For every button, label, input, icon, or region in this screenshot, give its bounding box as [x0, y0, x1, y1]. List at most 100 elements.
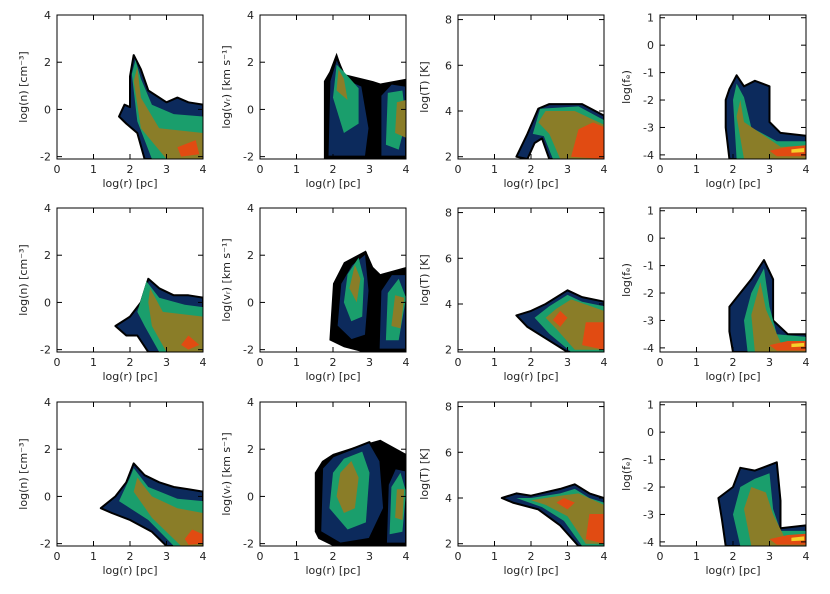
- y-tick-label: 8: [445, 14, 452, 27]
- density-field: [500, 483, 604, 546]
- x-tick-label: 4: [200, 550, 207, 563]
- x-tick-label: 2: [730, 356, 737, 369]
- y-tick-label: 8: [445, 401, 452, 414]
- density-field: [515, 103, 604, 159]
- density-field: [329, 250, 406, 352]
- y-tick-label: 4: [445, 298, 452, 311]
- density-field: [99, 462, 203, 546]
- density-field: [114, 277, 203, 352]
- y-tick-label: 6: [445, 252, 452, 265]
- y-tick-label: 6: [445, 59, 452, 72]
- y-tick-label: 4: [247, 202, 254, 215]
- density-contour-olive: [395, 489, 405, 520]
- density-contour-olive: [391, 295, 405, 329]
- x-tick-label: 4: [200, 356, 207, 369]
- y-tick-label: 0: [247, 490, 254, 503]
- panel-r1c3: 0 1 2 3 4 2 4 6 8 log(r) [pc] log(T) [K]: [418, 14, 608, 190]
- y-tick-label: -2: [243, 151, 254, 164]
- y-tick-label: -3: [643, 508, 654, 521]
- y-tick-label: 0: [647, 426, 654, 439]
- x-tick-label: 3: [766, 356, 773, 369]
- density-contour-olive: [395, 100, 406, 138]
- x-tick-label: 3: [163, 356, 170, 369]
- x-tick-label: 1: [90, 356, 97, 369]
- y-tick-label: 4: [44, 202, 51, 215]
- y-tick-label: 0: [44, 103, 51, 116]
- y-tick-label: -1: [643, 67, 654, 80]
- y-tick-label: -2: [643, 481, 654, 494]
- x-tick-label: 0: [257, 163, 264, 176]
- x-tick-label: 1: [293, 550, 300, 563]
- y-tick-label: 0: [44, 490, 51, 503]
- x-tick-label: 4: [403, 356, 410, 369]
- y-tick-label: 0: [247, 103, 254, 116]
- y-tick-label: 2: [247, 56, 254, 69]
- density-contour-olive: [336, 461, 359, 513]
- y-tick-label: 2: [247, 249, 254, 262]
- y-axis-label: log(fₑ): [620, 457, 633, 491]
- y-tick-label: 0: [647, 39, 654, 52]
- density-contour-orange: [181, 335, 200, 350]
- x-tick-label: 2: [330, 550, 337, 563]
- y-axis-label: log(n) [cm⁻³]: [17, 244, 30, 315]
- x-tick-label: 4: [403, 550, 410, 563]
- y-tick-label: -1: [643, 454, 654, 467]
- x-tick-label: 0: [54, 550, 61, 563]
- y-axis-label: log(vᵣ) [km s⁻¹]: [220, 238, 233, 321]
- x-tick-label: 3: [366, 550, 373, 563]
- x-tick-label: 3: [564, 356, 571, 369]
- x-tick-label: 0: [455, 163, 462, 176]
- x-tick-label: 4: [803, 163, 810, 176]
- panel-r2c3: 0 1 2 3 4 2 4 6 8 log(r) [pc] log(T) [K]: [418, 207, 608, 383]
- x-tick-label: 3: [163, 550, 170, 563]
- y-tick-label: -3: [643, 314, 654, 327]
- y-axis-label: log(vᵣ) [km s⁻¹]: [220, 45, 233, 128]
- y-tick-label: -2: [40, 344, 51, 357]
- x-tick-label: 2: [528, 356, 535, 369]
- y-axis-label: log(n) [cm⁻³]: [17, 438, 30, 509]
- y-axis-label: log(n) [cm⁻³]: [17, 51, 30, 122]
- density-contour-orange: [571, 122, 604, 159]
- x-tick-label: 1: [693, 163, 700, 176]
- x-tick-label: 4: [403, 163, 410, 176]
- x-tick-label: 0: [657, 356, 664, 369]
- y-tick-label: 8: [445, 207, 452, 220]
- y-axis-label: log(T) [K]: [418, 254, 431, 305]
- y-tick-label: -2: [643, 287, 654, 300]
- y-tick-label: 4: [247, 396, 254, 409]
- x-tick-label: 1: [693, 356, 700, 369]
- x-tick-label: 2: [528, 550, 535, 563]
- y-tick-label: 0: [44, 296, 51, 309]
- density-field: [717, 461, 806, 546]
- x-tick-label: 0: [657, 163, 664, 176]
- y-tick-label: -2: [243, 344, 254, 357]
- x-tick-label: 0: [257, 550, 264, 563]
- y-tick-label: -4: [643, 342, 654, 355]
- y-axis-label: log(vᵣ) [km s⁻¹]: [220, 432, 233, 515]
- y-tick-label: 2: [44, 249, 51, 262]
- density-contour-yellow: [791, 536, 805, 542]
- x-tick-label: 2: [127, 163, 134, 176]
- x-axis-label: log(r) [pc]: [103, 177, 158, 190]
- x-tick-label: 1: [491, 163, 498, 176]
- y-tick-label: 1: [647, 399, 654, 412]
- y-tick-label: 2: [44, 56, 51, 69]
- y-tick-label: 1: [647, 205, 654, 218]
- x-tick-label: 4: [803, 550, 810, 563]
- density-field: [724, 74, 806, 159]
- x-tick-label: 2: [127, 550, 134, 563]
- x-axis-label: log(r) [pc]: [306, 370, 361, 383]
- x-tick-label: 4: [200, 163, 207, 176]
- x-tick-label: 3: [766, 163, 773, 176]
- x-tick-label: 0: [455, 356, 462, 369]
- density-contour-olive: [744, 487, 806, 546]
- density-contour-olive: [336, 69, 348, 100]
- density-contour-orange: [582, 322, 604, 350]
- y-tick-label: 0: [647, 232, 654, 245]
- y-axis-label: log(T) [K]: [418, 448, 431, 499]
- y-tick-label: 2: [247, 443, 254, 456]
- density-contour-orange: [769, 145, 806, 157]
